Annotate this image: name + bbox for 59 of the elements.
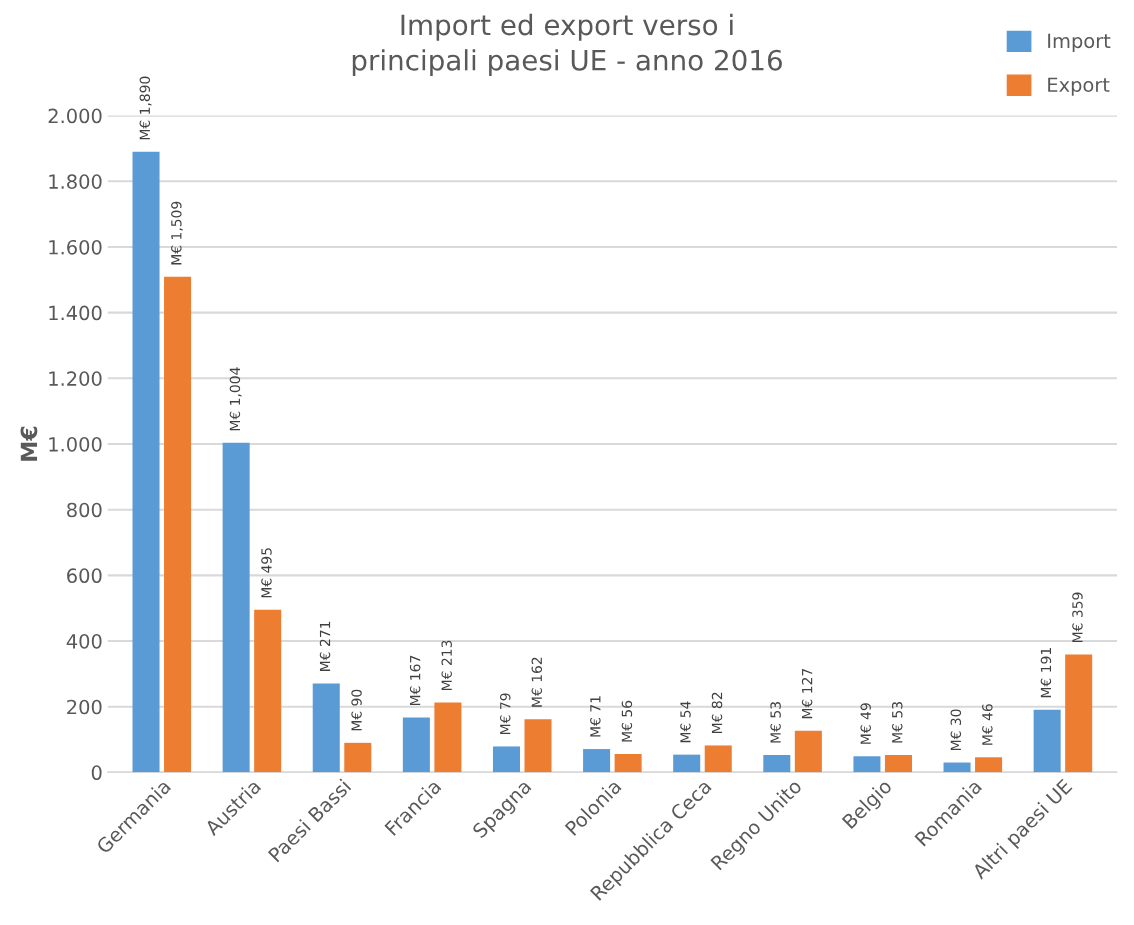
bar — [402, 717, 430, 773]
data-label: M€ 82 — [711, 692, 723, 733]
bar — [943, 762, 971, 773]
bar — [222, 442, 250, 773]
bar — [673, 754, 701, 773]
data-label: M€ 1,004 — [229, 367, 242, 431]
bar — [524, 719, 552, 773]
bar — [344, 742, 372, 773]
bar — [975, 757, 1003, 773]
data-label: M€ 1,890 — [139, 76, 152, 140]
y-tick-label: 1.200 — [49, 371, 102, 386]
y-tick-label: 400 — [66, 633, 102, 649]
y-tick-label: 1.000 — [49, 436, 102, 452]
data-label: M€ 79 — [500, 693, 511, 734]
y-tick-label: 800 — [67, 502, 102, 518]
data-label: M€ 53 — [891, 702, 903, 743]
bar — [853, 756, 881, 773]
bar — [1033, 709, 1061, 773]
y-tick-label: 600 — [67, 568, 102, 584]
data-label: M€ 54 — [680, 701, 691, 743]
data-label: M€ 359 — [1072, 592, 1083, 643]
bar — [884, 754, 912, 773]
bar — [312, 683, 340, 773]
legend-label: Export — [1048, 77, 1110, 96]
y-tick-label: 200 — [67, 699, 102, 715]
data-label: M€ 56 — [621, 700, 633, 742]
data-label: M€ 1,509 — [171, 201, 184, 265]
data-label: M€ 495 — [261, 548, 272, 598]
data-label: M€ 46 — [982, 704, 993, 745]
bar — [1065, 654, 1093, 773]
bar — [583, 749, 611, 773]
data-label: M€ 71 — [590, 696, 601, 737]
y-axis-title: M€ — [20, 426, 38, 461]
data-label: M€ 167 — [409, 655, 421, 706]
data-label: M€ 30 — [950, 709, 962, 751]
data-label: M€ 49 — [860, 703, 871, 744]
data-label: M€ 162 — [531, 657, 543, 707]
chart-title: Import ed export verso i principali paesi UE - anno 2016 — [352, 13, 782, 77]
bar — [434, 702, 462, 773]
data-label: M€ 271 — [319, 621, 331, 671]
bar — [763, 754, 791, 773]
bar — [794, 730, 822, 773]
data-label: M€ 53 — [770, 702, 781, 743]
y-tick-label: 2.000 — [48, 108, 102, 124]
data-label: M€ 191 — [1040, 648, 1052, 698]
bar — [254, 609, 282, 773]
data-label: M€ 127 — [801, 669, 813, 719]
data-label: M€ 213 — [441, 640, 452, 690]
legend-label: Import — [1048, 33, 1111, 52]
bar — [704, 745, 732, 773]
data-label: M€ 90 — [351, 689, 362, 731]
y-tick-label: 1.400 — [49, 305, 102, 321]
y-tick-label: 1.600 — [49, 239, 102, 255]
y-tick-label: 0 — [91, 765, 102, 781]
bar — [132, 151, 160, 773]
bar — [614, 753, 642, 773]
bar — [492, 746, 520, 773]
bar — [164, 276, 192, 773]
y-tick-label: 1.800 — [49, 174, 102, 189]
